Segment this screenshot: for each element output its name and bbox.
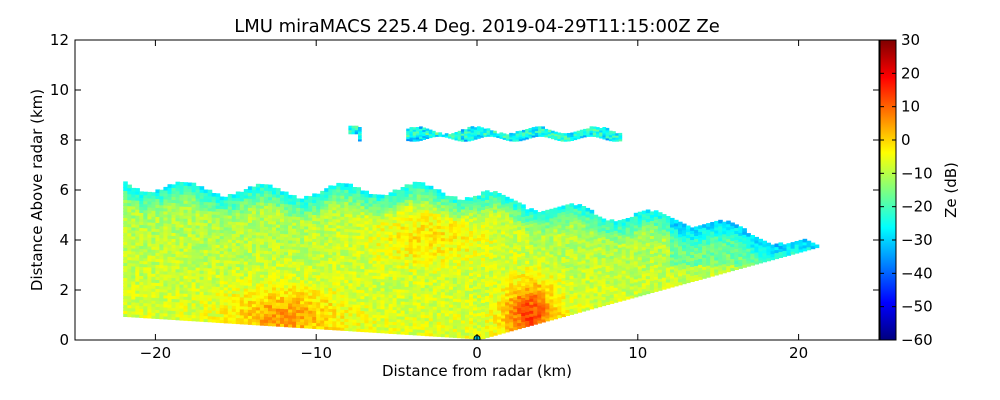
x-tick-label: −20	[140, 344, 172, 362]
colorbar-gradient	[879, 39, 897, 341]
y-tick-label: 4	[59, 231, 69, 249]
echo-upper-cloud	[348, 125, 623, 142]
y-tick-label: 10	[50, 81, 69, 99]
y-axis-title: Distance Above radar (km)	[28, 89, 46, 291]
colorbar-tick-label: −60	[901, 331, 933, 349]
plot-area	[123, 125, 820, 340]
x-tick-label: −10	[300, 344, 332, 362]
colorbar-tick-label: 0	[901, 131, 911, 149]
y-tick-label: 2	[59, 281, 69, 299]
colorbar-tick-label: 20	[901, 64, 920, 82]
y-tick-label: 0	[59, 331, 69, 349]
y-axis: 0 2 4 6 8 10 12	[50, 31, 879, 349]
colorbar: 30 20 10 0 −10 −20 −30 −40 −50 −60	[879, 31, 933, 349]
x-axis-title: Distance from radar (km)	[382, 362, 572, 380]
chart-title: LMU miraMACS 225.4 Deg. 2019-04-29T11:15…	[234, 16, 720, 37]
colorbar-tick-label: 10	[901, 98, 920, 116]
colorbar-tick-label: −10	[901, 164, 933, 182]
x-axis: −20 −10 0 10 20	[140, 40, 808, 362]
colorbar-tick-label: −30	[901, 231, 933, 249]
x-tick-label: 20	[789, 344, 808, 362]
y-tick-label: 12	[50, 31, 69, 49]
y-tick-label: 6	[59, 181, 69, 199]
colorbar-tick-label: −40	[901, 264, 933, 282]
x-tick-label: 0	[472, 344, 482, 362]
y-tick-label: 8	[59, 131, 69, 149]
colorbar-tick-label: −50	[901, 298, 933, 316]
x-tick-label: 10	[628, 344, 647, 362]
colorbar-title: Ze (dB)	[942, 162, 960, 218]
colorbar-tick-label: 30	[901, 31, 920, 49]
echo-main-sector	[123, 181, 820, 340]
colorbar-tick-label: −20	[901, 198, 933, 216]
